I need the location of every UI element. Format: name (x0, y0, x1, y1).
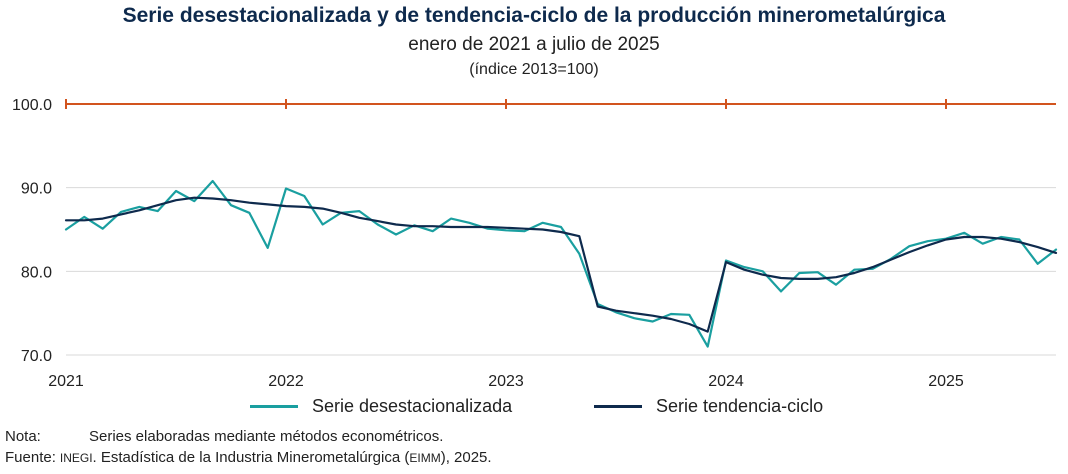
note-text: Series elaboradas mediante métodos econo… (89, 428, 444, 445)
legend-label-trend: Serie tendencia-ciclo (656, 396, 824, 416)
note-label: Nota: (5, 428, 41, 445)
x-tick-label: 2022 (268, 373, 304, 390)
x-tick-label: 2021 (48, 373, 84, 390)
legend-item-trend: Serie tendencia-ciclo (594, 396, 823, 417)
trend-series-line (64, 196, 1058, 333)
y-tick-label: 70.0 (21, 348, 52, 365)
legend-swatch-trend (594, 405, 642, 408)
footnote-note: Nota: Series elaboradas mediante métodos … (5, 428, 443, 445)
x-tick-label: 2023 (488, 373, 524, 390)
chart-subtitle: enero de 2021 a julio de 2025 (408, 34, 660, 55)
y-tick-label: 80.0 (21, 264, 52, 281)
x-tick-label: 2024 (708, 373, 744, 390)
legend-item-seasonal: Serie desestacionalizada (250, 396, 512, 417)
legend-swatch-seasonal (250, 405, 298, 408)
y-tick-label: 90.0 (21, 181, 52, 198)
source-org: INEGI (59, 451, 93, 465)
chart-legend: Serie desestacionalizada Serie tendencia… (0, 396, 1068, 420)
footnote-source: Fuente: INEGI. Estadística de la Industri… (5, 449, 492, 466)
legend-label-seasonal: Serie desestacionalizada (312, 396, 513, 416)
source-label: Fuente: (5, 449, 56, 466)
seasonal-series-line (64, 179, 1058, 348)
chart-title: Serie desestacionalizada y de tendencia-… (122, 4, 946, 27)
y-tick-label: 100.0 (12, 97, 52, 114)
chart-unit: (índice 2013=100) (469, 61, 599, 78)
source-text-a: . Estadística de la Industria Minerometa… (92, 449, 410, 466)
x-tick-label: 2025 (928, 373, 964, 390)
source-text-b: ), 2025. (440, 449, 492, 466)
source-abbr: EIMM (409, 451, 441, 465)
